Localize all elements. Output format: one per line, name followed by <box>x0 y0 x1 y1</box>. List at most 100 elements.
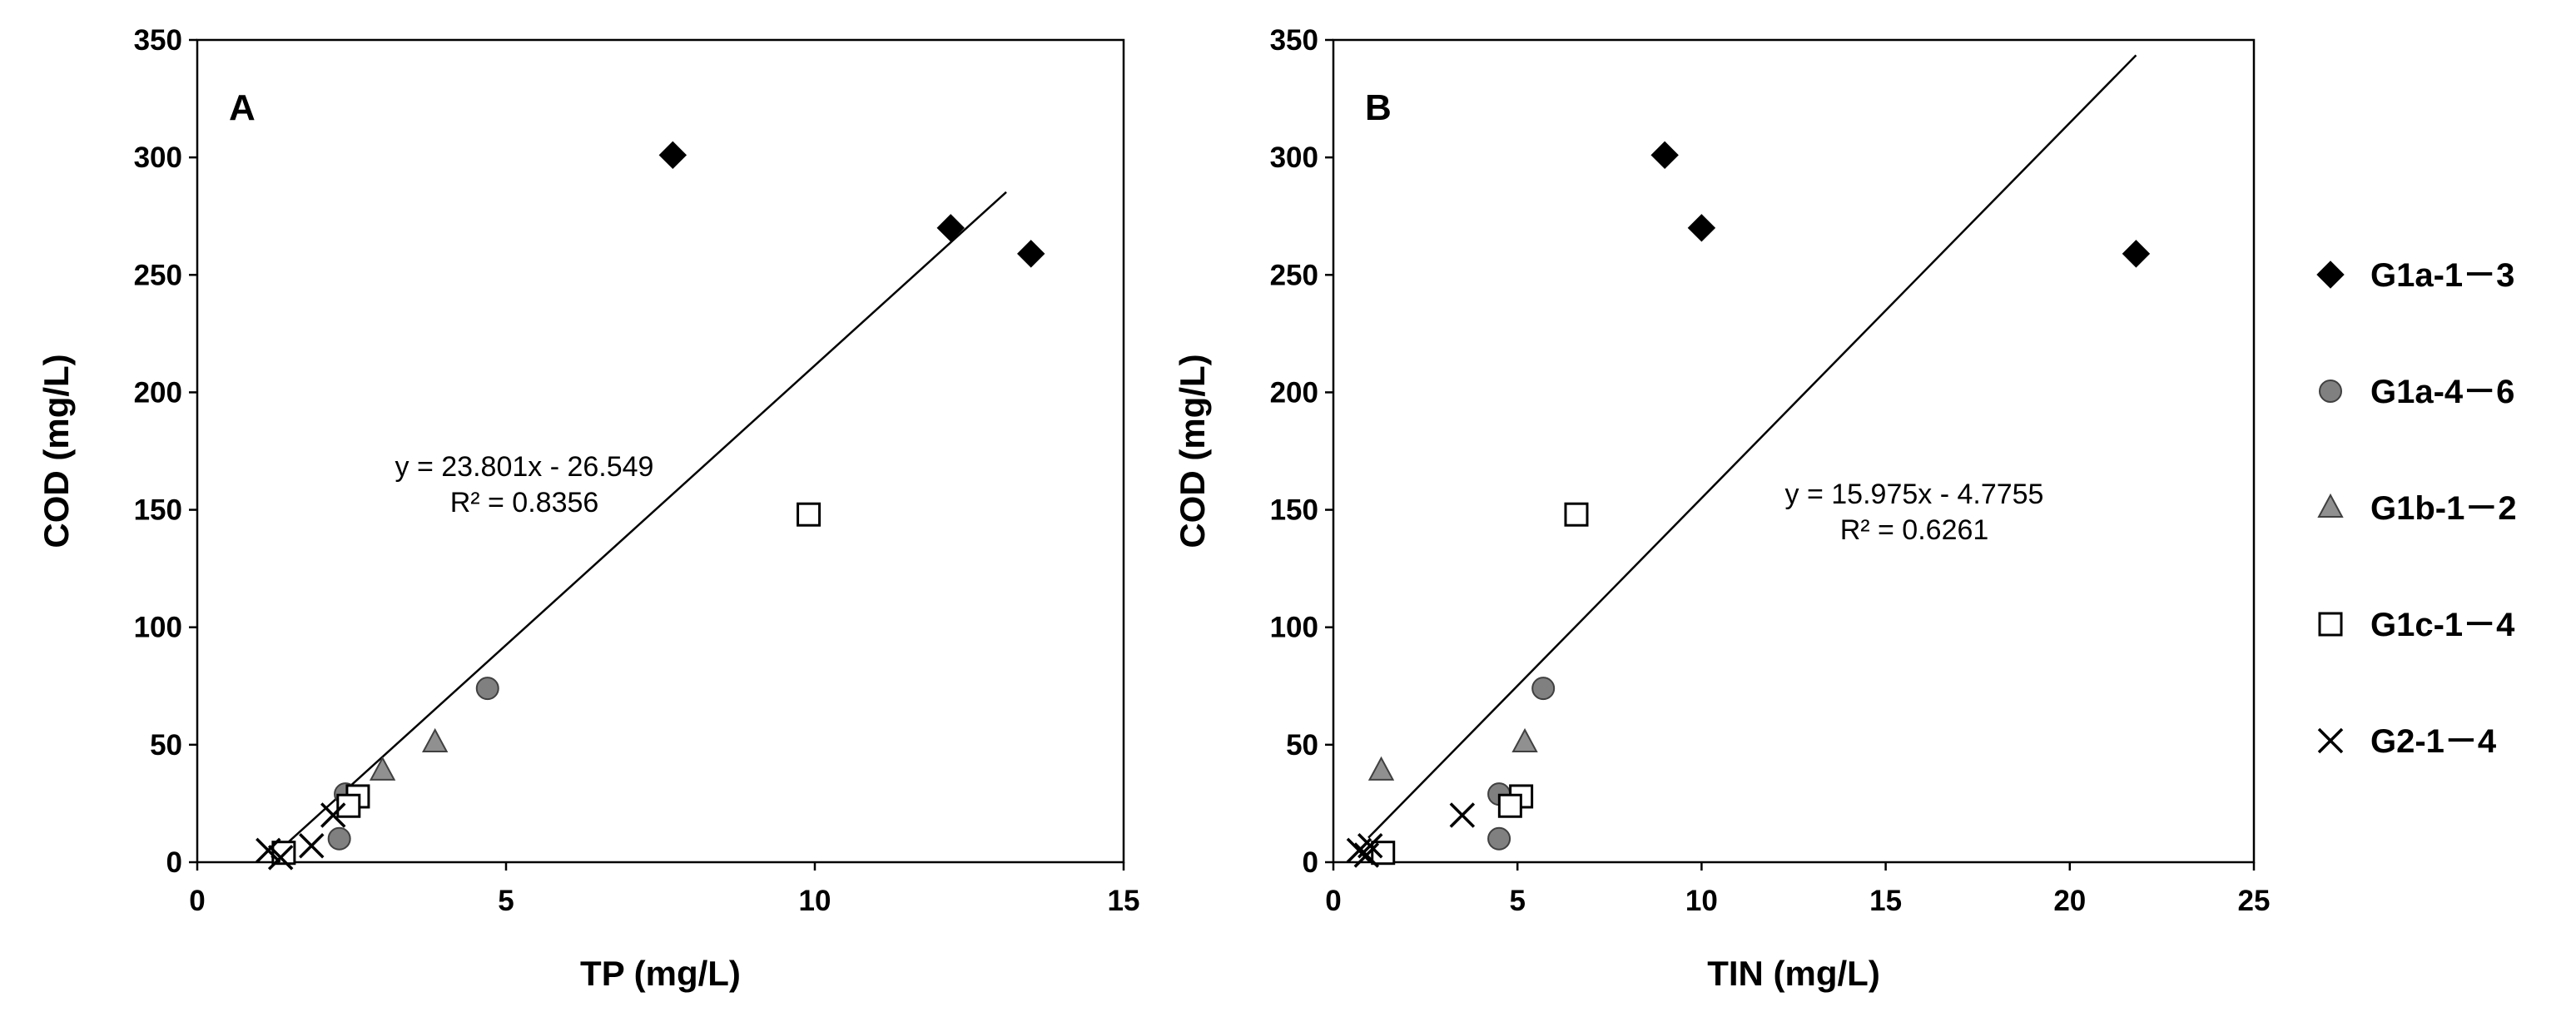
legend-marker-x <box>2317 727 2344 754</box>
chart-a-trendline <box>271 191 1007 859</box>
chart-b-point-diamond <box>1650 141 1679 170</box>
chart-a-x-tick-label: 15 <box>1108 885 1140 917</box>
legend-label: G2-1－4 <box>2370 723 2497 760</box>
chart-a-series-triangle <box>369 727 449 781</box>
chart-b-point-x <box>1449 802 1476 828</box>
chart-a-y-tick-label: 150 <box>134 494 182 527</box>
chart-a-y-tick-label: 350 <box>134 24 182 57</box>
chart-panel-b: 0 50 100 150 200 250 300 350 0 5 10 15 20 25 TIN (mg/L… <box>1173 24 2270 993</box>
chart-b-series-diamond <box>1650 141 2151 268</box>
chart-a-point-x <box>320 802 346 828</box>
chart-b-x-tick-label: 0 <box>1325 885 1341 917</box>
chart-a-point-circle-shape <box>327 826 351 851</box>
legend-item-x: G2-1－4 <box>2317 723 2497 760</box>
chart-b-y-tick-label: 250 <box>1270 259 1318 291</box>
chart-a-x-tick-label: 5 <box>498 885 514 917</box>
legend-marker-diamond-shape <box>2316 260 2345 289</box>
chart-a-trendline-equation: y = 23.801x - 26.549 <box>395 451 654 483</box>
legend-marker-diamond <box>2316 260 2345 289</box>
chart-a-point-square-shape <box>797 502 821 527</box>
chart-b-series-circle <box>1487 677 1556 851</box>
chart-b-point-square-shape <box>1564 502 1589 527</box>
chart-b-series-square <box>1371 502 1589 866</box>
chart-b-series-triangle <box>1367 727 1538 781</box>
legend-marker-x-stroke-2 <box>2317 727 2344 754</box>
chart-b-point-square-shape <box>1497 793 1522 818</box>
chart-panel-a: 0 50 100 150 200 250 300 350 0 5 10 15 TP (mg/L) COD … <box>37 24 1139 993</box>
chart-a-y-axis-title: COD (mg/L) <box>37 354 76 548</box>
legend-label: G1b-1－2 <box>2370 490 2517 527</box>
chart-a-point-circle <box>327 826 351 851</box>
chart-b-point-x <box>1357 833 1383 859</box>
chart-b-point-triangle-shape <box>1511 727 1538 753</box>
legend-marker-square-shape <box>2318 612 2343 637</box>
legend-item-triangle: G1b-1－2 <box>2317 490 2517 527</box>
chart-b-y-tick-label: 100 <box>1270 612 1318 644</box>
chart-a-series-square <box>271 502 821 866</box>
chart-a-point-triangle-shape <box>369 756 396 781</box>
chart-a-y-tick-label: 0 <box>166 846 182 879</box>
chart-a-point-circle-shape <box>475 677 499 701</box>
chart-a-point-circle <box>475 677 499 701</box>
chart-a-y-tick-label: 250 <box>134 259 182 291</box>
chart-b-point-circle-shape <box>1531 677 1556 701</box>
chart-a-point-square <box>336 793 361 818</box>
chart-a-point-x-stroke-2 <box>299 833 325 859</box>
chart-b-point-x-stroke-2 <box>1357 833 1383 859</box>
chart-b-series-x <box>1346 802 1476 868</box>
chart-a-point-x <box>267 845 294 871</box>
legend-marker-circle <box>2319 380 2342 403</box>
legend-label: G1c-1－4 <box>2370 607 2515 643</box>
chart-a-y-tick-label: 300 <box>134 141 182 174</box>
chart-a-point-x-stroke-2 <box>267 845 294 871</box>
chart-b-point-square <box>1497 793 1522 818</box>
chart-b-y-axis-title: COD (mg/L) <box>1173 354 1212 548</box>
legend-item-circle: G1a-4－6 <box>2319 374 2514 410</box>
legend-marker-triangle <box>2317 493 2344 518</box>
chart-b-point-diamond <box>1687 214 1716 242</box>
chart-a-point-triangle <box>369 756 396 781</box>
chart-b-x-tick-label: 15 <box>1869 885 1902 917</box>
chart-a-y-tick-label: 50 <box>150 729 182 762</box>
chart-a-point-x-stroke-2 <box>320 802 346 828</box>
legend-item-diamond: G1a-1－3 <box>2316 257 2514 294</box>
chart-b-y-tick-label: 0 <box>1303 846 1318 879</box>
chart-b-point-square <box>1564 502 1589 527</box>
chart-b-trendline <box>1367 54 2137 839</box>
legend-label: G1a-4－6 <box>2370 374 2514 410</box>
chart-a-series-x <box>256 802 346 871</box>
chart-a-point-diamond <box>936 214 965 242</box>
chart-a-point-triangle-shape <box>421 727 449 753</box>
chart-b-y-tick-label: 50 <box>1286 729 1318 762</box>
chart-b-y-tick-label: 300 <box>1270 141 1318 174</box>
chart-a-point-diamond <box>1016 240 1045 268</box>
chart-b-point-x <box>1353 842 1380 868</box>
chart-a-point-diamond <box>658 141 687 170</box>
chart-a-point-diamond-shape <box>936 214 965 242</box>
chart-b-point-diamond-shape <box>2122 240 2151 268</box>
chart-b-y-tick-label: 350 <box>1270 24 1318 57</box>
chart-b-point-triangle <box>1511 727 1538 753</box>
legend: G1a-1－3 G1a-4－6 G1b-1－2 G1c-1－4 G2-1－4 <box>2316 257 2517 760</box>
chart-a-trendline-r2: R² = 0.8356 <box>450 487 599 518</box>
chart-a-panel-letter: A <box>229 87 256 128</box>
chart-b-x-tick-label: 10 <box>1685 885 1718 917</box>
chart-a-point-x <box>256 837 281 864</box>
chart-b-point-x-stroke-2 <box>1353 842 1380 868</box>
chart-b-y-tick-label: 200 <box>1270 376 1318 409</box>
chart-a-point-diamond-shape <box>1016 240 1045 268</box>
legend-marker-square <box>2318 612 2343 637</box>
legend-item-square: G1c-1－4 <box>2318 607 2515 643</box>
chart-b-point-diamond <box>2122 240 2151 268</box>
chart-b-point-circle-shape <box>1487 826 1511 851</box>
chart-a-series-diamond <box>658 141 1045 268</box>
chart-b-trendline-equation: y = 15.975x - 4.7755 <box>1785 479 2044 510</box>
legend-marker-triangle-shape <box>2317 493 2344 518</box>
chart-a-series-circle <box>327 677 499 851</box>
chart-a-point-x <box>299 833 325 859</box>
chart-a-x-axis-title: TP (mg/L) <box>580 954 741 993</box>
chart-a-point-triangle <box>421 727 449 753</box>
chart-a-point-square-shape <box>336 793 361 818</box>
chart-b-trendline-r2: R² = 0.6261 <box>1840 514 1989 546</box>
